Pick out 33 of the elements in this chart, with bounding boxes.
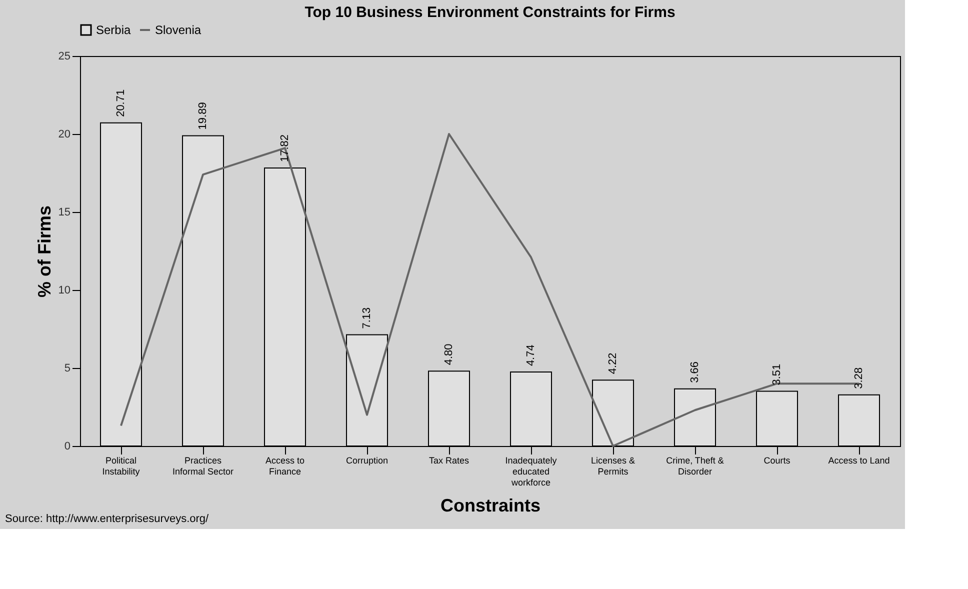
- x-tick-label: Courts: [764, 456, 791, 466]
- data-label: 20.71: [115, 89, 127, 117]
- x-tick-label: Inadequately educated workforce: [505, 456, 558, 488]
- x-tick-label: Access to Land: [828, 456, 890, 466]
- data-label: 3.28: [853, 367, 865, 389]
- x-tick-label: Access to Finance: [265, 456, 305, 476]
- y-axis-title: % of Firms: [34, 205, 54, 298]
- data-label: 3.51: [771, 364, 783, 386]
- legend-label: Serbia: [96, 23, 132, 37]
- x-tick-label: Corruption: [346, 456, 388, 466]
- x-tick-label: Political Instability: [102, 456, 140, 476]
- data-label: 4.80: [443, 344, 455, 366]
- data-label: 19.89: [197, 102, 209, 130]
- x-tick-label: Crime, Theft & Disorder: [666, 456, 724, 476]
- y-tick-label: 25: [58, 50, 70, 62]
- chart-title: Top 10 Business Environment Constraints for Firms: [304, 4, 676, 21]
- x-tick-label: Tax Rates: [428, 456, 470, 466]
- y-tick-label: 0: [64, 440, 70, 452]
- data-label: 3.66: [689, 361, 701, 383]
- y-tick-label: 20: [58, 128, 70, 140]
- y-tick-label: 15: [58, 206, 70, 218]
- x-tick-label: Licenses & Permits: [590, 456, 636, 476]
- y-tick-label: 10: [58, 284, 70, 296]
- data-label: 7.13: [361, 307, 373, 329]
- legend-label: Slovenia: [155, 23, 202, 37]
- data-label: 4.22: [607, 352, 619, 374]
- data-label: 17.82: [279, 134, 291, 162]
- y-tick-label: 5: [64, 362, 70, 374]
- data-label: 4.74: [525, 344, 537, 366]
- x-axis-title: Constraints: [440, 496, 541, 516]
- source-note: Source: http://www.enterprisesurveys.org/: [5, 513, 210, 525]
- bar: [592, 380, 634, 446]
- x-tick-label: Practices Informal Sector: [172, 456, 234, 476]
